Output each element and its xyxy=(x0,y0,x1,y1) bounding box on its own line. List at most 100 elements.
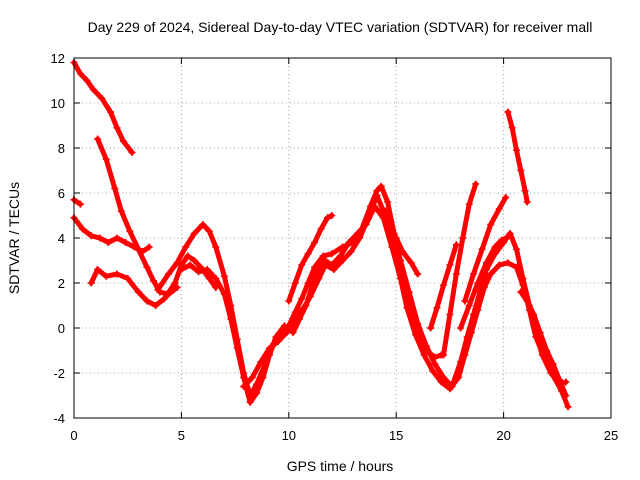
point-s15-0 xyxy=(504,108,512,116)
y-tick-label-0: 0 xyxy=(58,321,65,336)
series-s14-markers xyxy=(461,194,510,305)
point-s6-3 xyxy=(182,243,190,251)
point-s7-7 xyxy=(233,344,241,352)
point-s9-0 xyxy=(285,297,293,305)
point-s4-4 xyxy=(104,239,112,246)
point-s1-8 xyxy=(128,149,136,156)
point-s7-3 xyxy=(203,266,211,273)
point-s4-7 xyxy=(130,243,138,251)
point-s6-22 xyxy=(319,252,327,260)
y-tick-label-10: 10 xyxy=(51,96,65,111)
point-s7-35 xyxy=(446,385,454,393)
y-tick-label-12: 12 xyxy=(51,51,65,66)
series-s12-markers xyxy=(439,180,480,359)
point-s8-9 xyxy=(315,275,323,282)
point-s8-5 xyxy=(283,329,291,336)
series-s15-markers xyxy=(504,108,531,206)
point-s15-3 xyxy=(517,167,525,174)
point-s13-0 xyxy=(457,324,465,332)
point-s8-10 xyxy=(321,261,329,269)
series-s2 xyxy=(95,136,180,297)
point-s8-22 xyxy=(414,270,422,278)
point-s5-4 xyxy=(124,275,132,282)
point-s13-6 xyxy=(506,232,514,240)
point-s7-33 xyxy=(429,367,437,375)
chart-title: Day 229 of 2024, Sidereal Day-to-day VTE… xyxy=(88,19,593,35)
point-s14-4 xyxy=(495,205,503,213)
point-s7-41 xyxy=(487,270,495,278)
point-s9-6 xyxy=(323,214,331,222)
point-s9-7 xyxy=(328,212,336,219)
grid xyxy=(74,58,611,418)
point-s8-21 xyxy=(407,259,415,267)
point-s7-44 xyxy=(512,263,520,271)
point-s7-11 xyxy=(259,374,267,381)
point-s6-4 xyxy=(190,230,198,237)
point-s3-1 xyxy=(76,200,84,208)
x-tick-label-10: 10 xyxy=(282,428,296,443)
point-s7-22 xyxy=(336,252,344,260)
point-s8-4 xyxy=(274,338,282,345)
point-s4-1 xyxy=(79,225,87,233)
point-s8-3 xyxy=(265,344,273,352)
point-s6-0 xyxy=(154,286,162,294)
point-s6-37 xyxy=(439,374,447,381)
point-s13-3 xyxy=(482,259,490,267)
point-s1-7 xyxy=(119,137,127,145)
point-s8-0 xyxy=(240,383,248,390)
point-s5-1 xyxy=(94,266,102,273)
point-s7-13 xyxy=(272,333,280,341)
point-s2-7 xyxy=(149,277,157,285)
point-s7-48 xyxy=(540,353,548,361)
point-s5-5 xyxy=(134,288,142,296)
point-s15-4 xyxy=(521,187,529,195)
point-s13-1 xyxy=(465,302,473,309)
point-s9-5 xyxy=(317,225,325,233)
point-s9-2 xyxy=(298,261,306,269)
point-s1-2 xyxy=(83,77,91,84)
point-s6-8 xyxy=(220,272,228,280)
series-s5 xyxy=(88,253,219,308)
series-s9-markers xyxy=(285,212,336,305)
point-s14-1 xyxy=(470,270,478,278)
point-s12-1 xyxy=(446,311,454,318)
point-s7-2 xyxy=(195,268,203,276)
point-s10-1 xyxy=(388,227,396,235)
point-s10-7 xyxy=(431,353,439,361)
point-s11-2 xyxy=(439,281,447,289)
point-s6-1 xyxy=(165,270,173,278)
series-s12 xyxy=(441,181,479,358)
x-tick-label-20: 20 xyxy=(496,428,510,443)
point-s11-1 xyxy=(433,304,441,312)
point-s11-4 xyxy=(452,241,460,249)
point-s6-29 xyxy=(377,182,385,190)
point-s10-3 xyxy=(401,284,409,291)
point-s11-0 xyxy=(427,324,435,332)
point-s2-1 xyxy=(102,155,110,163)
point-s5-8 xyxy=(160,295,168,303)
point-s8-15 xyxy=(364,214,372,222)
point-s7-47 xyxy=(532,333,540,341)
point-s8-12 xyxy=(339,257,346,264)
point-s1-6 xyxy=(113,124,121,132)
point-s7-32 xyxy=(420,351,428,359)
point-s16-6 xyxy=(555,376,563,384)
point-s13-4 xyxy=(491,243,499,251)
point-s5-7 xyxy=(152,302,160,309)
point-s10-4 xyxy=(407,311,415,318)
point-s7-23 xyxy=(345,239,353,246)
point-s4-5 xyxy=(113,234,121,242)
series-s8-markers xyxy=(240,191,422,390)
point-s6-6 xyxy=(205,227,213,235)
point-s6-36 xyxy=(431,360,439,368)
point-s16-0 xyxy=(517,288,525,296)
point-s12-4 xyxy=(465,200,473,208)
point-s14-0 xyxy=(461,297,469,305)
point-s4-3 xyxy=(96,234,104,242)
point-s8-20 xyxy=(399,248,407,255)
point-s5-11 xyxy=(184,252,192,260)
point-s8-6 xyxy=(291,315,299,323)
y-tick-label-8: 8 xyxy=(58,141,65,156)
point-s7-14 xyxy=(281,322,289,330)
point-s6-2 xyxy=(173,259,181,267)
